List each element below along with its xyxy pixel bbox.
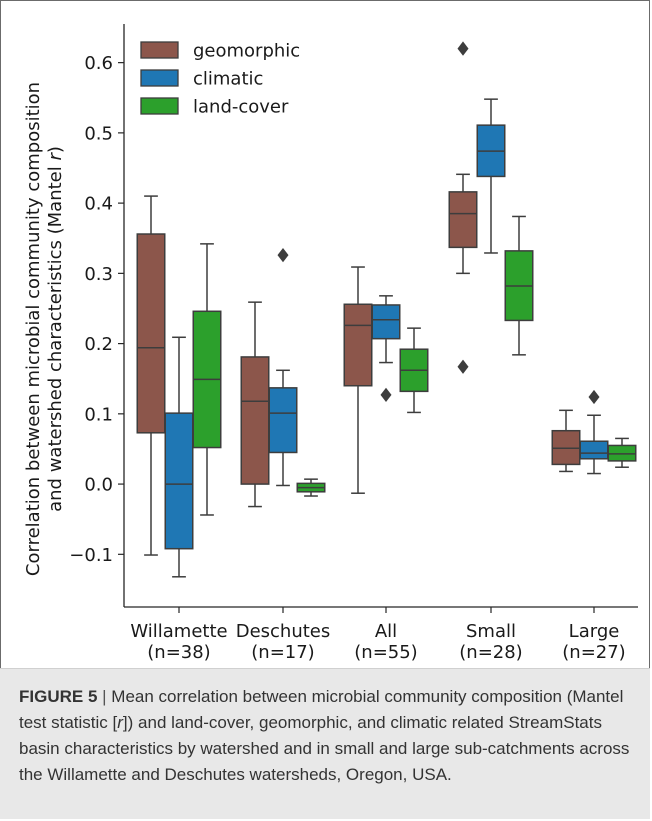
y-axis-title-variable: r — [45, 152, 66, 161]
box-land-cover-small — [504, 215, 534, 356]
y-axis-title-line1: Correlation between microbial community … — [23, 82, 44, 576]
x-tick-label-category: Deschutes — [236, 621, 331, 642]
x-axis-ticks: Willamette(n=38) Deschutes(n=17) All(n=55)… — [130, 607, 626, 663]
box-iqr — [268, 387, 298, 454]
outlier-point — [588, 389, 600, 405]
outlier-point — [380, 387, 392, 403]
y-tick-label: 0.0 — [84, 475, 113, 496]
box-geomorphic-willamette — [136, 195, 166, 556]
box-geomorphic-large — [551, 409, 581, 473]
x-tick-label-count: (n=55) — [354, 642, 417, 663]
x-tick-label-category: All — [375, 621, 397, 642]
box-climatic-small — [476, 98, 506, 254]
box-iqr — [136, 233, 166, 434]
y-axis-title-prefix: and watershed characteristics (Mantel — [45, 161, 66, 512]
legend-swatch-land-cover — [140, 97, 179, 115]
box-climatic-large — [579, 389, 609, 475]
legend-label-climatic: climatic — [193, 69, 263, 90]
box-iqr — [371, 304, 401, 340]
x-tick-label-category: Large — [569, 621, 620, 642]
plot-area — [136, 41, 637, 578]
x-tick-label-count: (n=27) — [562, 642, 625, 663]
box-geomorphic-small — [448, 41, 478, 374]
box-iqr — [164, 412, 194, 550]
outlier-point — [277, 247, 289, 263]
y-tick-label: 0.4 — [84, 194, 113, 215]
legend-swatch-geomorphic — [140, 41, 179, 59]
legend-label-geomorphic: geomorphic — [193, 41, 300, 62]
caption-text-part2: ]) and land-cover, geomorphic, and clima… — [19, 713, 630, 784]
box-plot-chart: Correlation between microbial community … — [23, 24, 638, 663]
box-geomorphic-all — [343, 266, 373, 494]
figure-caption: FIGURE 5 | Mean correlation between micr… — [19, 684, 639, 788]
box-iqr — [448, 191, 478, 249]
box-geomorphic-deschutes — [240, 301, 270, 508]
x-tick-label-category: Small — [466, 621, 516, 642]
y-axis-ticks: −0.1 0.0 0.1 0.2 0.3 0.4 0.5 0.6 — [69, 53, 124, 566]
x-tick-label-category: Willamette — [130, 621, 227, 642]
box-iqr — [343, 303, 373, 387]
caption-text-part1: Mean correlation between microbial commu… — [19, 687, 624, 732]
box-land-cover-large — [607, 437, 637, 468]
box-land-cover-all — [399, 327, 429, 414]
x-tick-label-count: (n=38) — [147, 642, 210, 663]
y-tick-label: 0.5 — [84, 123, 113, 144]
legend-label-land-cover: land-cover — [193, 97, 289, 118]
y-tick-label: 0.1 — [84, 404, 113, 425]
y-axis-title-suffix: ) — [45, 146, 66, 153]
caption-italic-variable: r — [117, 713, 123, 732]
legend-swatch-climatic — [140, 69, 179, 87]
outlier-point — [457, 41, 469, 56]
box-climatic-willamette — [164, 336, 194, 578]
caption-label: FIGURE 5 — [19, 687, 98, 706]
caption-box — [0, 668, 650, 819]
box-land-cover-willamette — [192, 243, 222, 516]
x-tick-label-count: (n=28) — [459, 642, 522, 663]
box-iqr — [579, 440, 609, 460]
y-axis-title: Correlation between microbial community … — [23, 82, 66, 576]
y-axis-title-line2: and watershed characteristics (Mantel r) — [45, 146, 66, 512]
y-tick-label: 0.3 — [84, 264, 113, 285]
box-iqr — [240, 356, 270, 485]
outlier-point — [457, 359, 469, 374]
box-climatic-deschutes — [268, 247, 298, 487]
box-climatic-all — [371, 295, 401, 403]
x-tick-label-count: (n=17) — [251, 642, 314, 663]
y-tick-label: −0.1 — [69, 545, 113, 566]
y-tick-label: 0.2 — [84, 334, 113, 355]
caption-separator: | — [97, 687, 112, 706]
legend: geomorphic climatic land-cover — [140, 41, 300, 118]
y-tick-label: 0.6 — [84, 53, 113, 74]
box-land-cover-deschutes — [296, 478, 326, 497]
